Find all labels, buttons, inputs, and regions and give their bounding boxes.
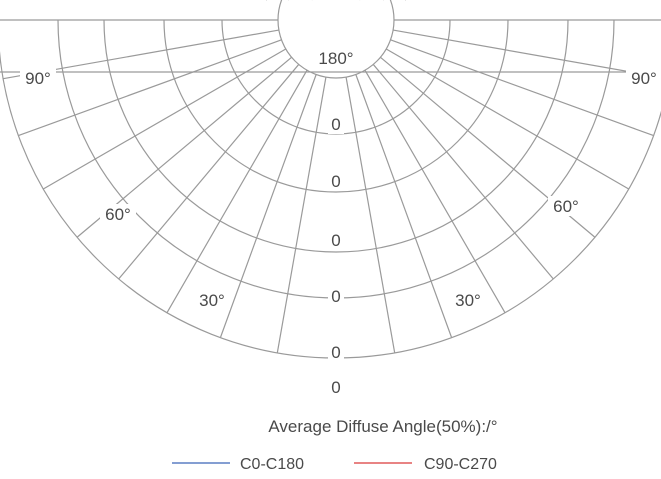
grid-spoke--60 bbox=[42, 48, 287, 190]
angle-label-6: 180° bbox=[318, 49, 353, 68]
grid-ring-4 bbox=[103, 19, 569, 253]
grid-spoke--30 bbox=[166, 69, 308, 314]
legend: C0-C180 C90-C270 bbox=[172, 456, 497, 473]
grid-ring-inner-top bbox=[277, 0, 395, 21]
ring-label-5: 0 bbox=[331, 378, 340, 397]
angle-label-bg-3 bbox=[548, 196, 584, 216]
ring-label-0: 0 bbox=[331, 115, 340, 134]
ring-label-bg-2 bbox=[328, 230, 344, 250]
ring-label-bg-4 bbox=[328, 342, 344, 362]
chart-caption: Average Diffuse Angle(50%):/° bbox=[268, 417, 497, 436]
grid-spoke-10 bbox=[345, 77, 396, 353]
angle-label-bg-0 bbox=[20, 68, 56, 88]
grid-spoke-80 bbox=[393, 29, 661, 78]
angle-label-4: 30° bbox=[199, 291, 225, 310]
ring-label-1: 0 bbox=[331, 172, 340, 191]
angle-label-0: 90° bbox=[25, 69, 51, 88]
grid-spoke-60 bbox=[385, 48, 630, 190]
ring-label-bg-1 bbox=[328, 171, 344, 191]
angle-label-bg-1 bbox=[626, 68, 661, 88]
grid-ring-1 bbox=[277, 19, 395, 79]
grid-spoke--40 bbox=[118, 64, 300, 280]
angle-label-bg-6 bbox=[313, 48, 359, 68]
angle-label-5: 30° bbox=[455, 291, 481, 310]
grid-spoke--10 bbox=[276, 77, 327, 353]
ring-label-bg-5 bbox=[328, 377, 344, 397]
grid-spoke--20 bbox=[219, 74, 317, 338]
grid-spoke-30 bbox=[364, 69, 506, 314]
grid-spoke--70 bbox=[18, 39, 282, 137]
legend-label-c0-c180: C0-C180 bbox=[240, 456, 304, 473]
grid-spoke-20 bbox=[355, 74, 453, 338]
angle-label-3: 60° bbox=[553, 197, 579, 216]
legend-label-c90-c270: C90-C270 bbox=[424, 456, 497, 473]
ring-label-3: 0 bbox=[331, 287, 340, 306]
ring-label-bg-3 bbox=[328, 286, 344, 306]
angle-label-bg-4 bbox=[194, 290, 230, 310]
angle-label-bg-5 bbox=[450, 290, 486, 310]
angle-labels: 90° 90° 60° 60° 30° 30° 180° bbox=[20, 48, 661, 310]
ring-label-bg-0 bbox=[328, 114, 344, 134]
ring-label-4: 0 bbox=[331, 343, 340, 362]
angle-label-1: 90° bbox=[631, 69, 657, 88]
grid-spoke-40 bbox=[372, 64, 554, 280]
ring-label-2: 0 bbox=[331, 231, 340, 250]
grid-ring-3 bbox=[163, 19, 509, 193]
grid-spoke-70 bbox=[390, 39, 654, 137]
angle-label-2: 60° bbox=[105, 205, 131, 224]
angle-label-bg-2 bbox=[100, 204, 136, 224]
ring-labels: 0 0 0 0 0 0 bbox=[328, 114, 344, 397]
